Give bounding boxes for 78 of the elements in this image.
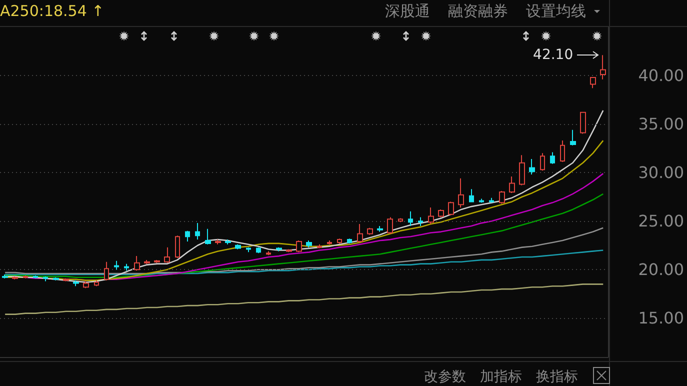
candlestick <box>73 280 79 287</box>
candlestick <box>469 188 474 202</box>
candlestick <box>83 280 89 289</box>
text: 深股通 <box>385 2 430 21</box>
candlestick <box>205 228 211 245</box>
candlestick <box>529 158 535 176</box>
candlestick <box>306 240 312 248</box>
candlestick <box>43 276 48 282</box>
y-tick-label: 35.00 <box>638 114 684 134</box>
candlestick <box>12 276 18 280</box>
candlestick <box>94 280 99 287</box>
candlestick <box>509 176 515 194</box>
candlestick <box>276 246 282 252</box>
candlestick <box>540 152 545 172</box>
annotation: 42.10 <box>533 47 574 64</box>
candlestick <box>63 278 69 282</box>
candlestick <box>499 190 505 204</box>
line-series <box>4 284 604 315</box>
candlestick <box>104 261 109 281</box>
candlestick <box>246 246 251 253</box>
candlestick <box>215 239 221 245</box>
candlestick <box>164 246 170 264</box>
candlestick <box>225 239 231 245</box>
candlestick <box>367 227 373 236</box>
candlestick <box>2 274 8 279</box>
candlestick <box>185 230 190 242</box>
candlestick <box>317 244 322 249</box>
line-series <box>4 250 604 276</box>
y-tick-label: 40.00 <box>638 66 684 86</box>
y-tick-label: 30.00 <box>638 163 684 182</box>
candlestick <box>296 240 302 253</box>
candlestick <box>550 152 555 164</box>
candlestick <box>134 256 140 272</box>
candlestick <box>377 225 383 232</box>
candlestick <box>458 178 464 208</box>
candlestick <box>286 248 292 253</box>
candlestick <box>418 216 423 226</box>
candlestick <box>53 276 59 281</box>
y-tick-label: 15.00 <box>638 308 684 328</box>
candlestick <box>489 197 494 204</box>
text: 换指标 <box>536 368 578 386</box>
candlestick <box>124 263 129 272</box>
candlestick <box>519 154 525 186</box>
candlestick <box>479 198 484 204</box>
y-tick-label: 25.00 <box>638 212 684 231</box>
candlestick <box>327 240 332 245</box>
candlestick <box>347 238 352 244</box>
candlestick <box>357 224 363 243</box>
candlestick <box>154 259 160 264</box>
candlestick <box>398 218 403 223</box>
candlestick <box>337 238 342 244</box>
candlestick <box>266 250 271 256</box>
candlestick <box>175 235 180 258</box>
text: 改参数 <box>424 368 466 386</box>
candlestick <box>580 112 586 134</box>
candlestick <box>33 274 38 279</box>
candlestick <box>387 216 393 234</box>
candlestick <box>235 244 241 250</box>
candlestick <box>560 140 565 162</box>
text: A250:18.54 ↑ <box>0 2 104 20</box>
y-tick-label: 20.00 <box>638 260 684 280</box>
candlestick <box>428 207 434 225</box>
candlestick <box>195 222 200 240</box>
line-series <box>4 227 604 274</box>
candlestick <box>448 201 454 216</box>
candlestick <box>114 260 119 270</box>
text: 融资融券 <box>448 2 508 21</box>
candlestick <box>408 210 413 226</box>
candlestick <box>23 274 28 279</box>
candlestick <box>600 54 606 80</box>
candlestick <box>256 246 261 254</box>
text: 设置均线 <box>526 2 586 21</box>
line-series <box>4 193 604 278</box>
candlestick <box>144 259 150 264</box>
candlestick <box>570 129 576 146</box>
candlestick <box>438 208 444 218</box>
text: 加指标 <box>480 368 522 386</box>
candlestick <box>590 76 596 89</box>
